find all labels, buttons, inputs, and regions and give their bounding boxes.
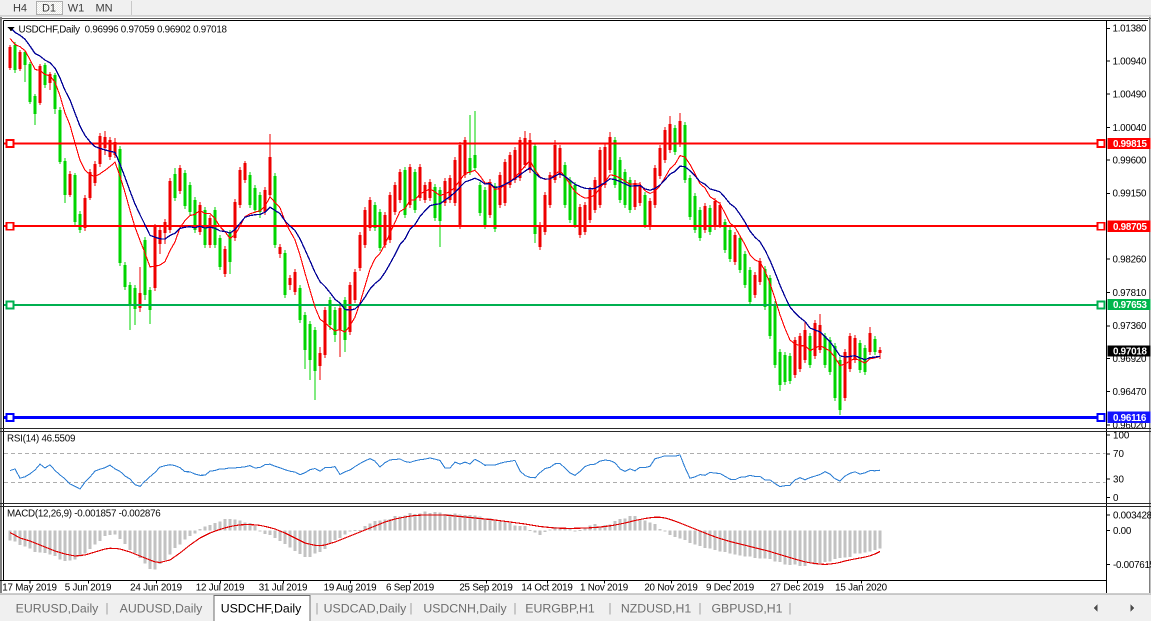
- svg-text:0.96920: 0.96920: [1113, 354, 1147, 365]
- svg-text:70: 70: [1113, 449, 1124, 460]
- svg-text:1 Nov 2019: 1 Nov 2019: [580, 583, 628, 594]
- svg-text:20 Nov 2019: 20 Nov 2019: [644, 583, 697, 594]
- svg-text:0.97018: 0.97018: [1113, 347, 1147, 358]
- svg-text:USDCAD,Daily: USDCAD,Daily: [324, 602, 408, 616]
- svg-text:30: 30: [1113, 474, 1124, 485]
- svg-text:6 Sep 2019: 6 Sep 2019: [386, 583, 434, 594]
- svg-text:AUDUSD,Daily: AUDUSD,Daily: [120, 602, 204, 616]
- svg-text:0.99150: 0.99150: [1113, 189, 1147, 200]
- svg-text:27 Dec 2019: 27 Dec 2019: [770, 583, 823, 594]
- svg-text:USDCHF,Daily 0.96996 0.97059: USDCHF,Daily 0.96996 0.97059 0.96902 0.9…: [19, 25, 228, 36]
- svg-text:0.99600: 0.99600: [1113, 155, 1147, 166]
- svg-text:0.98260: 0.98260: [1113, 255, 1147, 266]
- svg-text:9 Dec 2019: 9 Dec 2019: [706, 583, 754, 594]
- svg-text:RSI(14) 46.5509: RSI(14) 46.5509: [7, 434, 75, 445]
- svg-text:|: |: [410, 603, 413, 615]
- svg-text:USDCNH,Daily: USDCNH,Daily: [423, 602, 507, 616]
- svg-text:EURGBP,H1: EURGBP,H1: [525, 602, 595, 616]
- svg-text:0.98705: 0.98705: [1113, 222, 1147, 233]
- svg-text:W1: W1: [68, 3, 85, 15]
- svg-text:0.96470: 0.96470: [1113, 387, 1147, 398]
- svg-text:H4: H4: [13, 3, 27, 15]
- svg-text:|: |: [609, 603, 612, 615]
- svg-text:0.003428: 0.003428: [1113, 510, 1151, 521]
- svg-text:24 Jun 2019: 24 Jun 2019: [130, 583, 182, 594]
- svg-text:|: |: [316, 603, 319, 615]
- svg-text:|: |: [789, 603, 792, 615]
- svg-text:MACD(12,26,9) -0.001857 -0.002: MACD(12,26,9) -0.001857 -0.002876: [7, 509, 161, 520]
- svg-text:EURUSD,Daily: EURUSD,Daily: [16, 602, 100, 616]
- svg-text:17 May 2019: 17 May 2019: [2, 583, 56, 594]
- svg-text:0.97810: 0.97810: [1113, 288, 1147, 299]
- svg-text:0.96020: 0.96020: [1113, 420, 1147, 431]
- svg-text:1.01380: 1.01380: [1113, 24, 1147, 35]
- svg-text:15 Jan 2020: 15 Jan 2020: [835, 583, 887, 594]
- svg-text:19 Aug 2019: 19 Aug 2019: [324, 583, 377, 594]
- svg-text:MN: MN: [95, 3, 112, 15]
- svg-text:1.00940: 1.00940: [1113, 56, 1147, 67]
- svg-text:5 Jun 2019: 5 Jun 2019: [65, 583, 111, 594]
- svg-text:|: |: [514, 603, 517, 615]
- svg-text:0.97360: 0.97360: [1113, 321, 1147, 332]
- svg-text:14 Oct 2019: 14 Oct 2019: [521, 583, 572, 594]
- svg-text:31 Jul 2019: 31 Jul 2019: [259, 583, 307, 594]
- svg-text:12 Jul 2019: 12 Jul 2019: [196, 583, 244, 594]
- svg-text:100: 100: [1113, 430, 1130, 441]
- svg-text:|: |: [699, 603, 702, 615]
- svg-text:1.00040: 1.00040: [1113, 123, 1147, 134]
- svg-text:25 Sep 2019: 25 Sep 2019: [459, 583, 512, 594]
- svg-text:0: 0: [1113, 493, 1119, 504]
- svg-text:USDCHF,Daily: USDCHF,Daily: [221, 602, 302, 616]
- svg-text:0.97653: 0.97653: [1113, 300, 1147, 311]
- svg-text:0.00: 0.00: [1113, 526, 1132, 537]
- svg-text:0.96116: 0.96116: [1113, 413, 1147, 424]
- svg-text:-0.007615: -0.007615: [1113, 560, 1151, 571]
- svg-text:1.00490: 1.00490: [1113, 90, 1147, 101]
- svg-text:0.99815: 0.99815: [1113, 139, 1147, 150]
- svg-text:NZDUSD,H1: NZDUSD,H1: [621, 602, 692, 616]
- svg-text:GBPUSD,H1: GBPUSD,H1: [711, 602, 782, 616]
- svg-text:D1: D1: [42, 3, 56, 15]
- svg-text:|: |: [106, 603, 109, 615]
